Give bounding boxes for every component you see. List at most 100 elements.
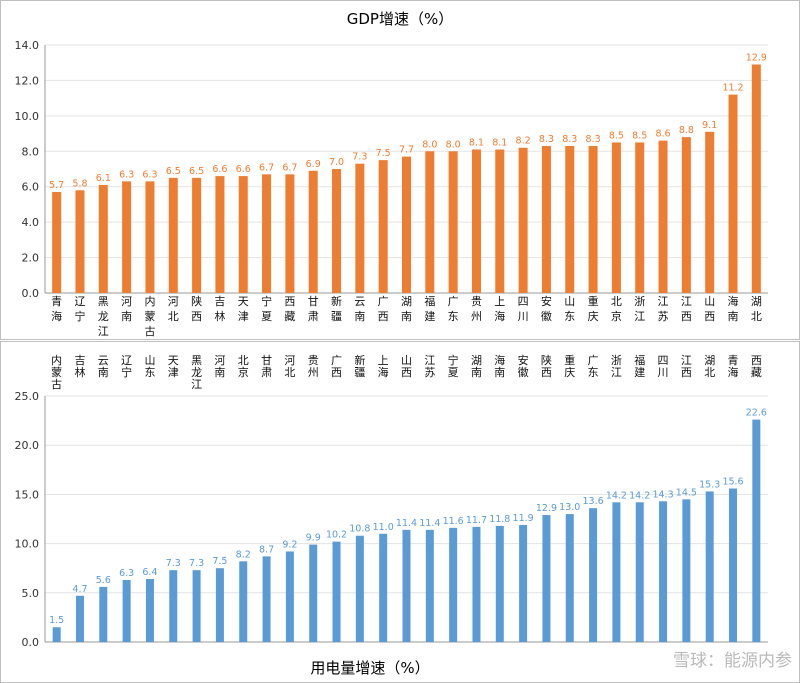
power-category-label: 北	[238, 354, 249, 367]
power-category-label: 广	[588, 354, 599, 367]
power-data-label: 7.3	[166, 558, 181, 569]
gdp-data-label: 5.7	[49, 180, 64, 191]
gdp-category-label: 林	[214, 309, 225, 323]
power-y-tick-label: 0.0	[22, 636, 40, 649]
gdp-category-label: 天	[238, 295, 249, 308]
gdp-data-label: 6.5	[166, 166, 181, 177]
gdp-data-label: 6.7	[282, 162, 297, 173]
gdp-data-label: 5.8	[72, 178, 87, 189]
power-category-label: 津	[168, 366, 179, 379]
gdp-data-label: 6.9	[306, 159, 321, 170]
power-bar	[309, 544, 318, 642]
gdp-category-label: 黑	[98, 295, 109, 308]
gdp-data-label: 8.5	[632, 130, 647, 141]
power-category-label: 山	[401, 354, 412, 367]
power-bar	[239, 561, 248, 642]
power-data-label: 15.6	[722, 476, 743, 487]
power-bar	[682, 499, 691, 642]
gdp-category-label: 藏	[284, 310, 295, 323]
gdp-category-label: 北	[751, 310, 762, 323]
gdp-bar	[262, 174, 272, 293]
power-data-label: 15.3	[699, 479, 720, 490]
gdp-bar	[332, 169, 342, 293]
gdp-category-label: 徽	[541, 309, 552, 323]
power-data-label: 8.2	[236, 549, 251, 560]
gdp-chart: 0.02.04.06.08.010.012.014.05.7青海5.8辽宁6.1…	[15, 39, 768, 338]
power-category-label: 西	[331, 366, 342, 379]
gdp-data-label: 9.1	[702, 120, 717, 131]
power-bar	[752, 419, 761, 642]
gdp-category-label: 宁	[261, 294, 272, 308]
gdp-category-label: 西	[681, 310, 692, 323]
gdp-category-label: 山	[564, 295, 575, 308]
gdp-bar	[611, 142, 621, 293]
power-category-label: 天	[168, 354, 179, 367]
power-category-label: 海	[728, 365, 739, 379]
power-category-label: 西	[401, 366, 412, 379]
power-category-label: 安	[518, 353, 529, 367]
power-category-label: 辽	[121, 354, 132, 367]
gdp-bar	[565, 145, 575, 293]
power-category-label: 东	[144, 366, 155, 379]
power-bar	[729, 488, 738, 642]
gdp-category-label: 庆	[588, 309, 599, 323]
power-bar	[52, 627, 61, 642]
gdp-data-label: 6.3	[119, 169, 134, 180]
power-data-label: 9.9	[306, 533, 321, 544]
gdp-bar	[308, 170, 318, 293]
gdp-bar	[471, 149, 481, 293]
gdp-category-label: 南	[728, 310, 739, 323]
power-bar	[705, 491, 714, 642]
gdp-bar	[215, 176, 225, 293]
gdp-data-label: 7.7	[399, 145, 414, 156]
power-category-label: 西	[541, 366, 552, 379]
power-data-label: 11.6	[443, 516, 464, 527]
power-category-label: 内	[51, 353, 62, 367]
power-category-label: 陕	[541, 353, 552, 367]
gdp-category-label: 西	[191, 310, 202, 323]
gdp-category-label: 内	[144, 294, 155, 308]
gdp-bar	[168, 177, 178, 293]
power-category-label: 西	[751, 354, 762, 367]
power-data-label: 11.8	[489, 514, 510, 525]
power-y-tick-label: 15.0	[15, 488, 40, 501]
power-category-label: 甘	[261, 354, 272, 367]
power-category-label: 江	[681, 354, 692, 367]
power-bar	[285, 551, 294, 642]
gdp-category-label: 西	[704, 310, 715, 323]
power-category-label: 江	[424, 354, 435, 367]
power-category-label: 重	[564, 353, 575, 367]
power-category-label: 黑	[191, 354, 202, 367]
gdp-category-label: 河	[168, 295, 179, 308]
gdp-category-label: 海	[51, 309, 62, 323]
gdp-y-tick-label: 14.0	[15, 39, 40, 52]
gdp-category-label: 云	[354, 295, 365, 308]
power-data-label: 8.7	[259, 544, 274, 555]
power-data-label: 14.2	[629, 490, 650, 501]
gdp-category-label: 疆	[331, 310, 342, 323]
gdp-category-label: 山	[704, 295, 715, 308]
gdp-category-label: 吉	[214, 295, 225, 308]
gdp-category-label: 上	[494, 295, 505, 308]
gdp-data-label: 8.2	[516, 136, 531, 147]
power-bar	[169, 570, 178, 642]
gdp-y-tick-label: 10.0	[15, 110, 40, 123]
power-category-label: 海	[494, 353, 505, 367]
gdp-category-label: 南	[401, 310, 412, 323]
power-category-label: 肃	[261, 366, 272, 379]
power-y-tick-label: 25.0	[15, 390, 40, 403]
gdp-category-label: 龙	[98, 310, 109, 323]
gdp-data-label: 8.3	[562, 134, 577, 145]
gdp-category-label: 广	[448, 295, 459, 308]
gdp-category-label: 贵	[471, 295, 482, 308]
power-category-label: 云	[98, 354, 109, 367]
power-data-label: 7.5	[212, 556, 227, 567]
power-data-label: 22.6	[746, 408, 767, 419]
power-y-tick-label: 20.0	[15, 439, 40, 452]
power-y-tick-label: 10.0	[15, 538, 40, 551]
power-data-label: 10.2	[326, 530, 347, 541]
power-category-label: 山	[144, 354, 155, 367]
power-category-label: 南	[98, 366, 109, 379]
power-category-label: 庆	[564, 365, 575, 379]
gdp-category-label: 河	[121, 295, 132, 308]
